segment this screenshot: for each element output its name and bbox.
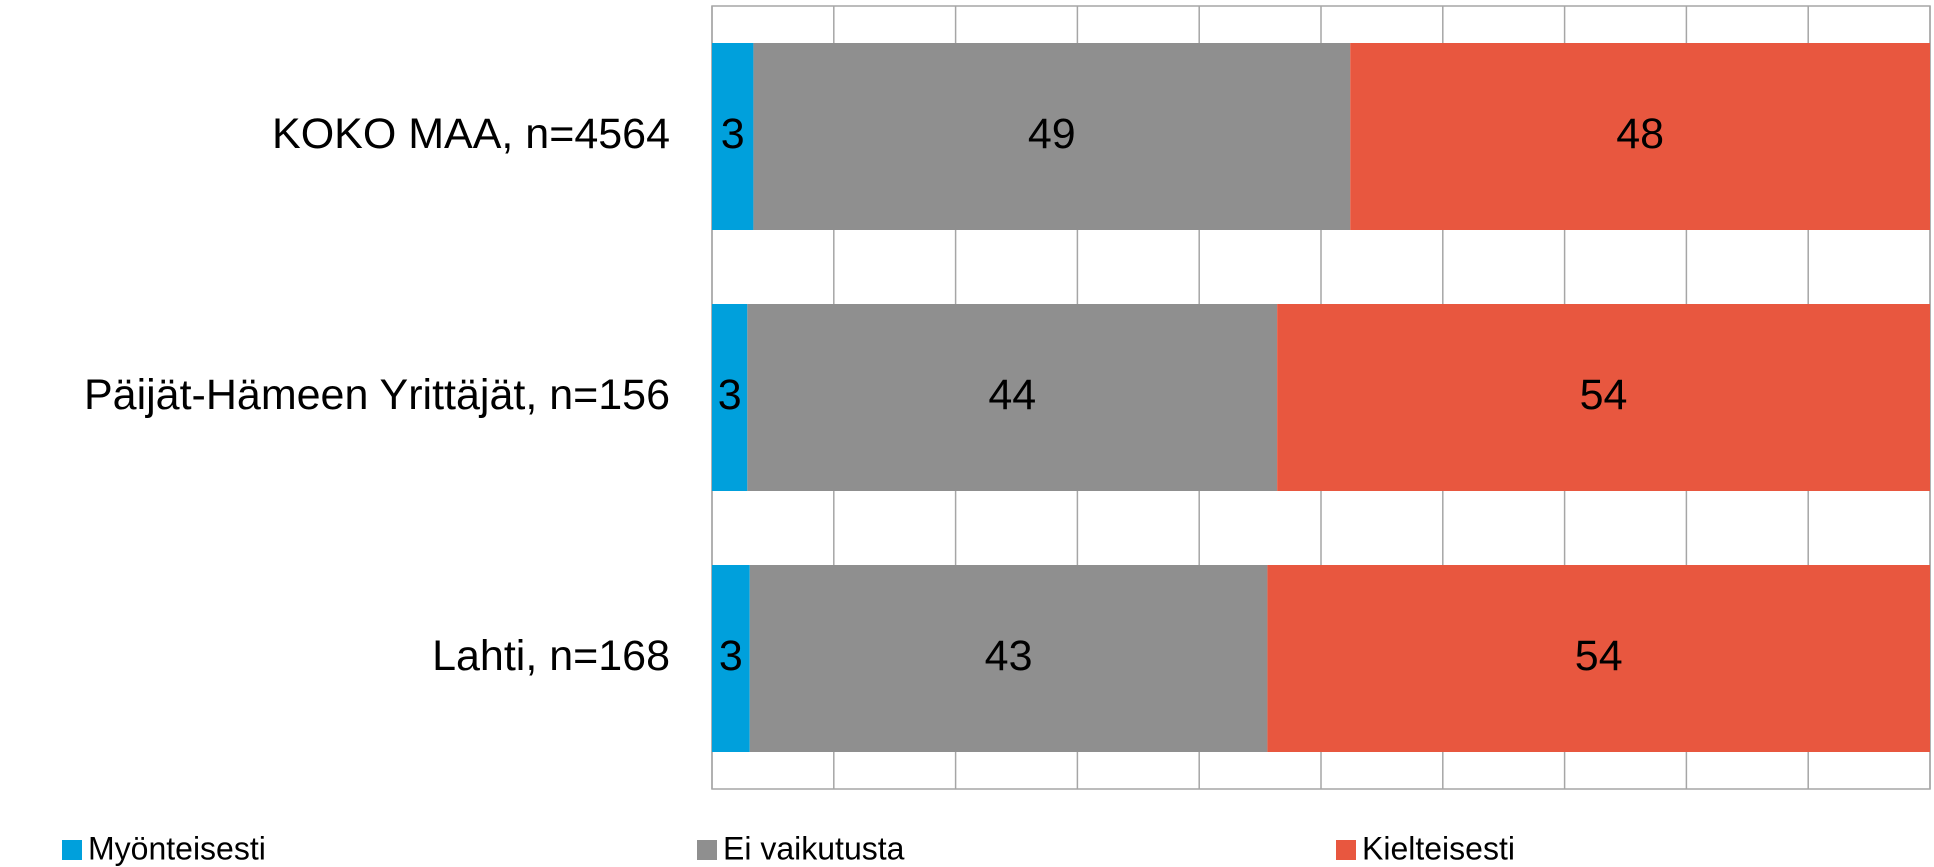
data-label: 54 — [1580, 371, 1628, 419]
legend-swatch — [1336, 840, 1356, 860]
legend-label: Myönteisesti — [88, 830, 266, 866]
bar-segment — [712, 565, 750, 752]
legend-label: Kielteisesti — [1362, 830, 1515, 866]
legend-swatch — [62, 840, 82, 860]
legend-label: Ei vaikutusta — [723, 830, 905, 866]
bar-segment — [1277, 304, 1930, 491]
data-label: 3 — [719, 632, 743, 680]
bar-segment — [712, 43, 754, 230]
legend-swatch — [697, 840, 717, 860]
bar-segment — [749, 565, 1268, 752]
bar-segment — [747, 304, 1278, 491]
data-label: 48 — [1616, 110, 1664, 158]
data-label: 3 — [718, 371, 742, 419]
data-label: 3 — [721, 110, 745, 158]
data-label: 49 — [1028, 110, 1076, 158]
category-label: KOKO MAA, n=4564 — [272, 110, 670, 158]
bar-segment — [753, 43, 1351, 230]
data-label: 44 — [988, 371, 1036, 419]
category-label: Lahti, n=168 — [432, 632, 670, 680]
bar-segment — [1267, 565, 1930, 752]
data-label: 54 — [1575, 632, 1623, 680]
bar-segment — [1350, 43, 1930, 230]
category-label: Päijät-Hämeen Yrittäjät, n=156 — [84, 371, 670, 419]
bar-segment — [712, 304, 748, 491]
data-label: 43 — [985, 632, 1033, 680]
